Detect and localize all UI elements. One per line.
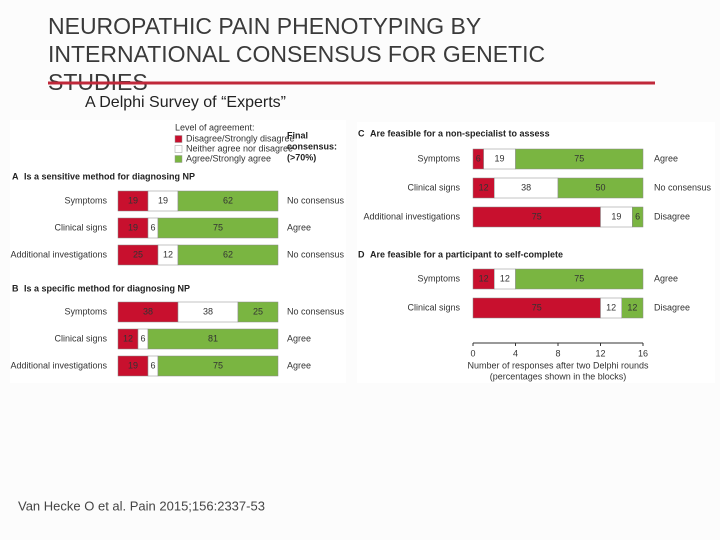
panel-letter: B [12, 283, 19, 293]
bar-segment [147, 328, 279, 350]
value-label: 38 [203, 306, 213, 316]
value-label: 38 [143, 306, 153, 316]
value-label: 12 [479, 273, 489, 283]
bar-segment [621, 297, 644, 319]
category-label: Symptoms [64, 306, 107, 316]
consensus-title: (>70%) [287, 152, 316, 162]
consensus-label: Agree [287, 360, 311, 370]
x-tick-label: 4 [513, 348, 518, 358]
x-tick-label: 16 [638, 348, 648, 358]
value-label: 12 [627, 302, 637, 312]
value-label: 25 [253, 306, 263, 316]
value-label: 81 [208, 333, 218, 343]
panel-title: Is a specific method for diagnosing NP [24, 283, 190, 293]
legend-title: Level of agreement: [175, 122, 255, 132]
bar-segment [632, 206, 644, 228]
panel-title: Is a sensitive method for diagnosing NP [24, 171, 195, 181]
value-label: 19 [611, 211, 621, 221]
value-label: 19 [128, 360, 138, 370]
value-label: 12 [606, 302, 616, 312]
consensus-label: No consensus [287, 195, 345, 205]
legend-swatch [174, 135, 183, 143]
consensus-label: Disagree [654, 302, 690, 312]
value-label: 25 [133, 249, 143, 259]
slide-title: INTERNATIONAL CONSENSUS FOR GENETIC [48, 41, 545, 67]
x-tick-label: 8 [555, 348, 560, 358]
value-label: 75 [532, 302, 542, 312]
category-label: Symptoms [417, 273, 460, 283]
slide-title: NEUROPATHIC PAIN PHENOTYPING BY [48, 13, 481, 39]
category-label: Clinical signs [407, 182, 460, 192]
footnote: Van Hecke O et al. Pain 2015;156:2337-53 [18, 498, 265, 513]
bar-segment [237, 301, 279, 323]
value-label: 19 [495, 153, 505, 163]
value-label: 12 [163, 249, 173, 259]
x-tick-label: 12 [595, 348, 605, 358]
consensus-label: Disagree [654, 211, 690, 221]
panel-letter: C [358, 128, 365, 138]
category-label: Symptoms [417, 153, 460, 163]
value-label: 50 [595, 182, 605, 192]
value-label: 62 [223, 195, 233, 205]
bar-segment [157, 355, 279, 377]
consensus-label: No consensus [654, 182, 712, 192]
consensus-label: No consensus [287, 306, 345, 316]
panel-title: Are feasible for a non-specialist to ass… [370, 128, 550, 138]
consensus-label: Agree [654, 153, 678, 163]
legend-label: Neither agree nor disagree [186, 143, 293, 153]
consensus-title: Final [287, 130, 308, 140]
value-label: 6 [635, 211, 640, 221]
bar-segment [157, 217, 279, 239]
consensus-label: Agree [287, 222, 311, 232]
x-axis-label: (percentages shown in the blocks) [490, 371, 627, 381]
category-label: Symptoms [64, 195, 107, 205]
value-label: 6 [140, 333, 145, 343]
legend-label: Agree/Strongly agree [186, 153, 271, 163]
value-label: 19 [128, 222, 138, 232]
consensus-title: consensus: [287, 141, 337, 151]
value-label: 75 [574, 153, 584, 163]
category-label: Clinical signs [54, 222, 107, 232]
consensus-label: Agree [654, 273, 678, 283]
category-label: Clinical signs [407, 302, 460, 312]
category-label: Additional investigations [363, 211, 460, 221]
consensus-label: Agree [287, 333, 311, 343]
bar-segment [557, 177, 644, 199]
subtitle: A Delphi Survey of “Experts” [85, 94, 286, 111]
x-tick-label: 0 [470, 348, 475, 358]
legend-swatch [174, 155, 183, 163]
value-label: 19 [128, 195, 138, 205]
x-axis-label: Number of responses after two Delphi rou… [467, 360, 649, 370]
value-label: 12 [479, 182, 489, 192]
legend-swatch [174, 145, 183, 153]
value-label: 75 [213, 222, 223, 232]
value-label: 75 [213, 360, 223, 370]
value-label: 6 [150, 360, 155, 370]
consensus-label: No consensus [287, 249, 345, 259]
bar-segment [177, 244, 279, 266]
category-label: Clinical signs [54, 333, 107, 343]
value-label: 12 [123, 333, 133, 343]
value-label: 19 [158, 195, 168, 205]
bar-segment [515, 268, 644, 290]
value-label: 6 [150, 222, 155, 232]
value-label: 38 [521, 182, 531, 192]
value-label: 6 [476, 153, 481, 163]
panel-letter: A [12, 171, 19, 181]
panel-title: Are feasible for a participant to self-c… [370, 249, 563, 259]
category-label: Additional investigations [10, 249, 107, 259]
legend-label: Disagree/Strongly disagree [186, 133, 295, 143]
category-label: Additional investigations [10, 360, 107, 370]
value-label: 75 [574, 273, 584, 283]
value-label: 75 [532, 211, 542, 221]
panel-letter: D [358, 249, 365, 259]
value-label: 12 [500, 273, 510, 283]
bar-segment [177, 190, 279, 212]
value-label: 62 [223, 249, 233, 259]
bar-segment [515, 148, 644, 170]
